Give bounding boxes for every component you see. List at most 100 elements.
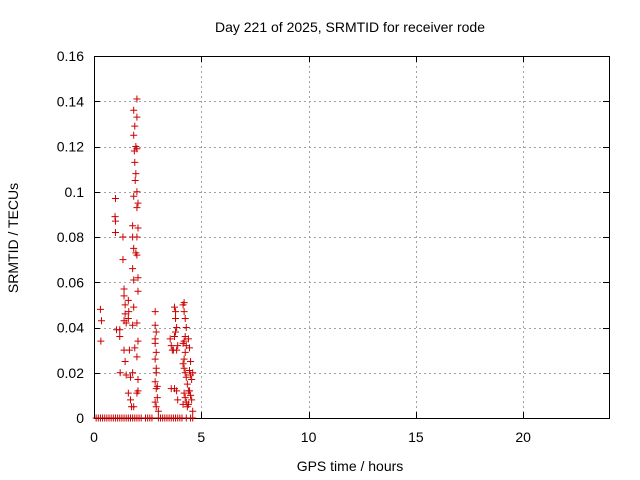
- plot-frame: [94, 56, 610, 419]
- data-point: [188, 396, 196, 404]
- data-point: [133, 233, 141, 241]
- data-point: [189, 369, 197, 377]
- y-tick-label: 0.02: [57, 365, 84, 381]
- data-point: [131, 176, 139, 184]
- data-point: [172, 328, 180, 336]
- data-point: [126, 396, 134, 404]
- data-point: [131, 122, 139, 130]
- data-point: [119, 233, 127, 241]
- data-point: [180, 389, 188, 397]
- data-point: [130, 276, 138, 284]
- data-point: [174, 396, 182, 404]
- data-point: [130, 106, 138, 114]
- data-point: [152, 403, 160, 411]
- data-point: [152, 364, 160, 372]
- data-point: [153, 394, 161, 402]
- y-tick-label: 0.08: [57, 229, 84, 245]
- data-point: [180, 355, 188, 363]
- y-axis-label: SRMTID / TECUs: [5, 183, 21, 293]
- data-point: [121, 310, 129, 318]
- data-point: [148, 414, 156, 422]
- data-point: [179, 360, 187, 368]
- data-point: [173, 324, 181, 331]
- data-point: [187, 391, 195, 399]
- data-point: [131, 158, 139, 166]
- y-tick-label: 0.12: [57, 139, 84, 155]
- y-tick-label: 0: [76, 410, 84, 426]
- data-point: [120, 292, 128, 300]
- data-point: [124, 389, 132, 397]
- data-point: [111, 217, 119, 225]
- data-point: [122, 319, 130, 327]
- data-point: [129, 222, 137, 230]
- data-point: [133, 145, 141, 153]
- data-point: [189, 407, 197, 415]
- data-point: [133, 204, 141, 212]
- data-point: [170, 333, 178, 341]
- data-point: [116, 369, 124, 377]
- data-point: [154, 407, 162, 415]
- data-point: [132, 249, 140, 257]
- data-point: [134, 224, 142, 232]
- x-tick-label: 15: [408, 429, 424, 445]
- data-point: [185, 387, 193, 395]
- data-point: [116, 333, 124, 341]
- data-point: [152, 328, 160, 336]
- x-tick-label: 0: [90, 429, 98, 445]
- data-point: [180, 364, 188, 372]
- data-point: [151, 339, 159, 347]
- data-point: [189, 414, 197, 422]
- data-point: [96, 305, 104, 313]
- data-point: [129, 369, 137, 377]
- x-tick-label: 20: [515, 429, 531, 445]
- data-point: [130, 192, 138, 200]
- data-point: [130, 131, 138, 139]
- x-axis-label: GPS time / hours: [297, 458, 404, 474]
- data-point: [134, 199, 142, 207]
- data-point: [181, 348, 189, 356]
- y-tick-label: 0.06: [57, 274, 84, 290]
- data-point: [174, 342, 182, 350]
- data-point: [181, 369, 189, 377]
- data-point: [172, 308, 180, 316]
- data-point: [182, 373, 190, 381]
- data-point: [119, 256, 127, 264]
- data-point: [129, 321, 137, 329]
- chart-title: Day 221 of 2025, SRMTID for receiver rod…: [215, 19, 485, 35]
- data-point: [132, 170, 140, 178]
- data-point: [134, 287, 142, 295]
- data-point: [151, 398, 159, 406]
- data-point: [126, 373, 134, 381]
- data-point: [133, 319, 141, 327]
- data-point: [121, 357, 129, 365]
- data-point: [134, 376, 142, 384]
- data-point: [124, 296, 132, 304]
- data-point: [188, 376, 196, 384]
- data-point: [133, 353, 141, 361]
- data-points: [92, 95, 197, 422]
- data-point: [133, 389, 141, 397]
- data-point: [184, 335, 192, 343]
- data-point: [134, 274, 142, 282]
- data-point: [172, 314, 180, 322]
- data-point: [183, 380, 191, 388]
- data-point: [153, 382, 161, 390]
- data-point: [130, 244, 138, 252]
- data-point: [180, 308, 188, 316]
- data-point: [151, 355, 159, 363]
- y-tick-label: 0.1: [65, 184, 85, 200]
- data-point: [116, 326, 124, 334]
- data-point: [120, 285, 128, 293]
- data-point: [133, 113, 141, 121]
- data-point: [173, 346, 181, 354]
- data-point: [111, 228, 119, 236]
- data-point: [130, 303, 138, 311]
- data-point: [184, 400, 192, 408]
- data-point: [182, 324, 190, 331]
- data-point: [180, 299, 188, 307]
- data-point: [133, 188, 141, 196]
- data-point: [111, 195, 119, 203]
- x-tick-label: 5: [197, 429, 205, 445]
- data-point: [134, 337, 142, 345]
